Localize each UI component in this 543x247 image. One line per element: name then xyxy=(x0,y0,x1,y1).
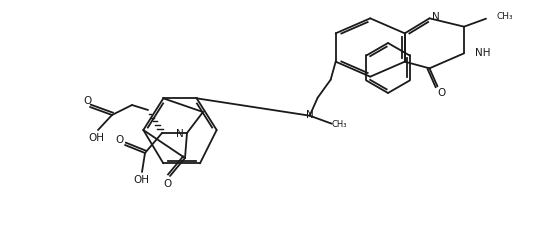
Text: O: O xyxy=(164,179,172,189)
Text: O: O xyxy=(116,135,124,145)
Text: O: O xyxy=(83,96,91,106)
Text: CH₃: CH₃ xyxy=(332,120,348,129)
Text: O: O xyxy=(437,88,446,98)
Text: N: N xyxy=(432,12,440,22)
Text: OH: OH xyxy=(133,175,149,185)
Text: N: N xyxy=(306,110,313,120)
Text: N: N xyxy=(176,129,184,139)
Text: CH₃: CH₃ xyxy=(496,12,513,21)
Text: NH: NH xyxy=(475,48,490,58)
Text: OH: OH xyxy=(88,133,104,143)
